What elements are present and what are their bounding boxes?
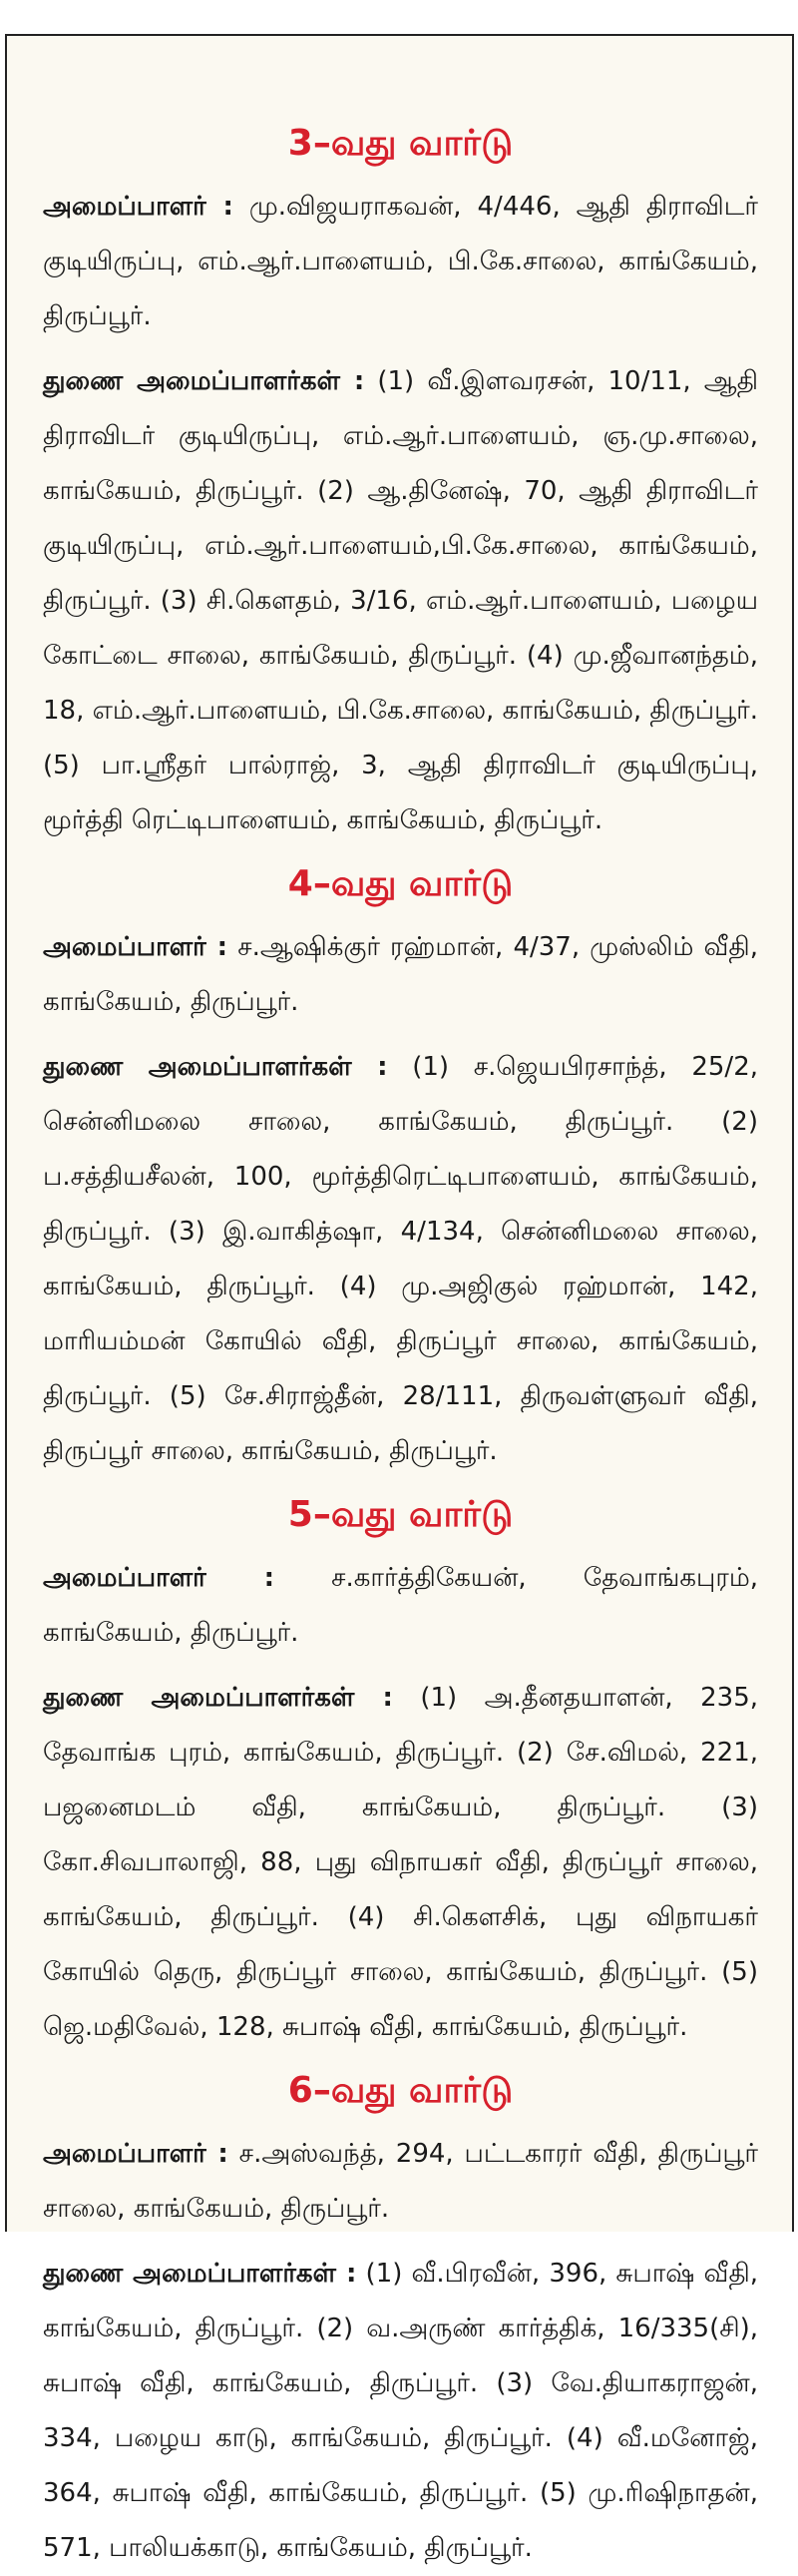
organizer-text: மு.விஜயராகவன், 4/446, ஆதி திராவிடர் குடி… — [43, 192, 758, 331]
deputies-label: துணை அமைப்பாளர்கள் : — [43, 1683, 393, 1713]
organizer-paragraph: அமைப்பாளர் : ச.ஆஷிக்குர் ரஹ்மான், 4/37, … — [43, 920, 758, 1030]
clipping-frame: 3–வது வார்டு அமைப்பாளர் : மு.விஜயராகவன்,… — [5, 34, 794, 2563]
ward-heading: 6–வது வார்டு — [287, 2070, 514, 2111]
deputies-text: (1) வீ.இளவரசன், 10/11, ஆதி திராவிடர் குட… — [43, 366, 758, 835]
ward-heading: 5–வது வார்டு — [287, 1494, 514, 1535]
deputies-label: துணை அமைப்பாளர்கள் : — [43, 366, 365, 396]
organizer-label: அமைப்பாளர் : — [43, 192, 233, 222]
organizer-paragraph: அமைப்பாளர் : ச.அஸ்வந்த், 294, பட்டகாரர் … — [43, 2127, 758, 2237]
deputies-text: (1) ச.ஜெயபிரசாந்த், 25/2, சென்னிமலை சாலை… — [43, 1052, 758, 1466]
article-content: 3–வது வார்டு அமைப்பாளர் : மு.விஜயராகவன்,… — [7, 36, 792, 2576]
deputies-paragraph: துணை அமைப்பாளர்கள் : (1) ச.ஜெயபிரசாந்த்,… — [43, 1040, 758, 1479]
organizer-paragraph: அமைப்பாளர் : மு.விஜயராகவன், 4/446, ஆதி த… — [43, 180, 758, 344]
deputies-label: துணை அமைப்பாளர்கள் : — [43, 1052, 388, 1082]
ward-section-5: 5–வது வார்டு அமைப்பாளர் : ச.கார்த்திகேயன… — [43, 1491, 758, 2055]
organizer-label: அமைப்பாளர் : — [43, 2139, 228, 2169]
organizer-label: அமைப்பாளர் : — [43, 932, 228, 962]
deputies-paragraph: துணை அமைப்பாளர்கள் : (1) வீ.இளவரசன், 10/… — [43, 354, 758, 848]
deputies-paragraph: துணை அமைப்பாளர்கள் : (1) அ.தீனதயாளன், 23… — [43, 1671, 758, 2055]
organizer-text: ச.அஸ்வந்த், 294, பட்டகாரர் வீதி, திருப்ப… — [43, 2139, 759, 2224]
deputies-paragraph: துணை அமைப்பாளர்கள் : (1) வீ.பிரவீன், 396… — [43, 2247, 758, 2576]
ward-section-6: 6–வது வார்டு அமைப்பாளர் : ச.அஸ்வந்த், 29… — [43, 2067, 758, 2576]
ward-section-4: 4–வது வார்டு அமைப்பாளர் : ச.ஆஷிக்குர் ரஹ… — [43, 860, 758, 1479]
organizer-text: ச.ஆஷிக்குர் ரஹ்மான், 4/37, முஸ்லிம் வீதி… — [43, 932, 759, 1017]
organizer-text: ச.கார்த்திகேயன், தேவாங்கபுரம், காங்கேயம்… — [43, 1563, 759, 1648]
deputies-text: (1) வீ.பிரவீன், 396, சுபாஷ் வீதி, காங்கே… — [43, 2259, 759, 2563]
deputies-label: துணை அமைப்பாளர்கள் : — [43, 2259, 357, 2289]
organizer-label: அமைப்பாளர் : — [43, 1563, 275, 1593]
deputies-text: (1) அ.தீனதயாளன், 235, தேவாங்க புரம், காங… — [43, 1683, 759, 2042]
ward-section-3: 3–வது வார்டு அமைப்பாளர் : மு.விஜயராகவன்,… — [43, 120, 758, 848]
ward-heading: 4–வது வார்டு — [287, 863, 514, 904]
ward-heading: 3–வது வார்டு — [287, 123, 514, 164]
organizer-paragraph: அமைப்பாளர் : ச.கார்த்திகேயன், தேவாங்கபுர… — [43, 1551, 758, 1661]
